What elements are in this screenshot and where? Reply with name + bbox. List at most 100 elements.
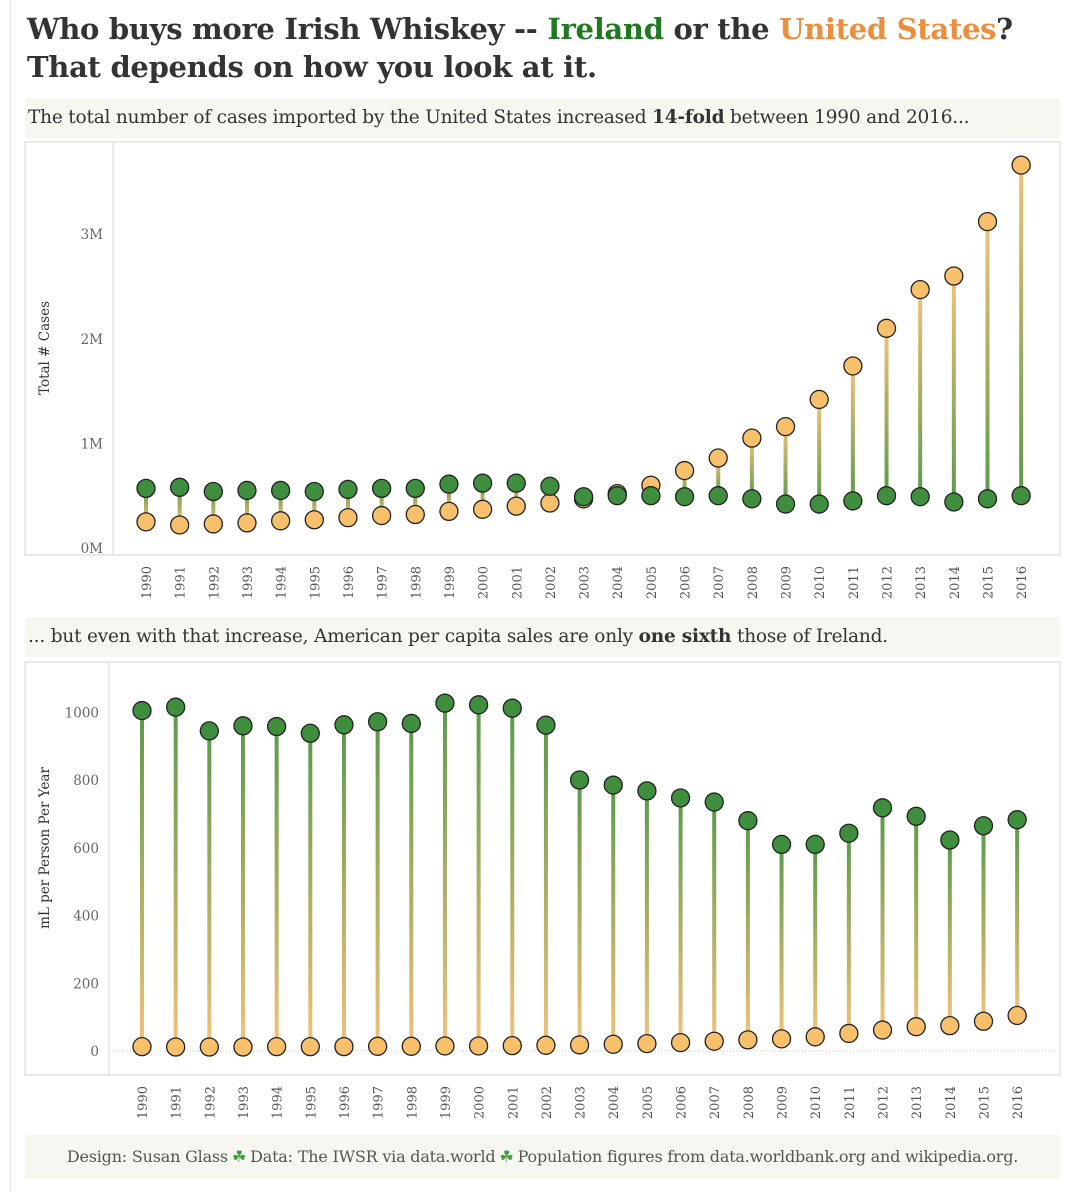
subtitle-total-cases: The total number of cases imported by th… [25,98,1060,138]
page-title: Who buys more Irish Whiskey -- Ireland o… [27,10,1067,86]
point-ireland [940,830,960,850]
x-tick-label: 2006 [679,566,694,599]
point-united-states [910,279,930,300]
point-united-states [233,1037,253,1057]
point-ireland [876,486,897,506]
subtitle2-pre: ... but even with that increase, America… [28,626,639,647]
x-tick-label: 2015 [982,566,997,599]
x-tick-label: 2012 [881,566,896,599]
point-ireland [435,693,455,713]
x-tick-label: 2004 [607,1086,622,1119]
x-tick-label: 1993 [241,566,256,599]
left-rule [10,0,11,1192]
x-tick-label: 2005 [641,1086,656,1119]
footer-population: Population figures from data.worldbank.o… [517,1147,1019,1166]
y-tick-label: 0M [81,541,104,557]
x-tick-label: 2013 [914,566,929,599]
footer-credits: Design: Susan Glass ☘ Data: The IWSR via d… [25,1135,1060,1179]
point-ireland [809,494,829,514]
plot-frame [24,661,1061,1076]
point-united-states [166,1037,186,1057]
x-tick-label: 1994 [275,566,290,599]
title-us: United States [779,12,997,46]
point-united-states [506,496,526,516]
point-united-states [371,505,392,526]
subtitle2-bold: one sixth [638,626,732,647]
point-ireland [199,721,219,741]
footer-data: Data: The IWSR via data.world [250,1147,496,1166]
x-tick-label: 1991 [174,566,189,599]
x-tick-label: 1993 [237,1086,252,1119]
point-united-states [704,1031,724,1051]
x-tick-label: 1994 [271,1086,286,1119]
point-united-states [405,504,425,525]
point-ireland [136,478,156,499]
point-united-states [771,1029,792,1049]
point-ireland [674,487,695,507]
point-ireland [742,489,762,509]
subtitle-per-capita: ... but even with that increase, America… [25,617,1060,657]
point-united-states [708,448,728,468]
point-united-states [1007,1005,1027,1026]
shamrock-icon: ☘ [231,1147,247,1166]
point-ireland [367,712,388,732]
point-ireland [872,798,893,818]
x-tick-label: 1990 [136,1086,151,1119]
point-united-states [203,514,223,534]
point-ireland [1011,486,1031,506]
y-tick-label: 3M [81,227,104,243]
point-united-states [940,1016,960,1036]
point-ireland [166,697,186,717]
point-united-states [304,510,324,530]
x-tick-label: 2002 [540,1086,555,1119]
x-tick-label: 2005 [645,566,660,599]
x-tick-label: 1991 [170,1086,185,1119]
x-tick-label: 1999 [439,1086,454,1119]
y-axis-label: mL per Person Per Year [37,767,53,929]
point-united-states [199,1037,219,1057]
x-tick-label: 1995 [304,1086,319,1119]
point-ireland [637,781,657,801]
y-tick-label: 400 [73,909,99,925]
point-united-states [876,318,897,338]
point-ireland [670,788,691,808]
point-ireland [233,716,253,736]
point-united-states [367,1036,388,1056]
title-ireland: Ireland [547,12,664,46]
point-ireland [334,715,354,735]
x-tick-label: 2009 [780,566,795,599]
point-ireland [405,478,425,499]
point-ireland [439,474,459,494]
point-united-states [872,1020,893,1040]
point-united-states [569,1035,590,1055]
point-ireland [300,723,320,743]
point-united-states [266,1037,287,1057]
point-ireland [569,770,590,790]
x-tick-label: 2010 [813,566,828,599]
x-tick-label: 1995 [308,566,323,599]
point-ireland [338,479,358,500]
x-tick-label: 1996 [342,566,357,599]
title-line2: That depends on how you look at it. [27,50,597,84]
x-tick-label: 1990 [140,566,155,599]
point-ireland [607,486,627,506]
point-ireland [775,494,796,514]
x-tick-label: 2000 [477,566,492,599]
point-ireland [304,481,324,502]
x-tick-label: 2004 [611,566,626,599]
point-ireland [641,486,661,506]
plot-frame [24,141,1061,556]
point-ireland [805,834,825,855]
point-united-states [170,515,190,535]
subtitle1-pre: The total number of cases imported by th… [28,107,653,128]
point-ireland [468,695,489,715]
point-ireland [502,698,522,718]
x-tick-label: 1999 [443,566,458,599]
point-ireland [977,489,998,509]
y-tick-label: 200 [73,976,99,992]
x-tick-label: 2008 [742,1086,757,1119]
point-ireland [603,775,623,795]
point-united-states [843,356,863,376]
point-united-states [435,1036,455,1056]
point-ireland [371,478,392,499]
